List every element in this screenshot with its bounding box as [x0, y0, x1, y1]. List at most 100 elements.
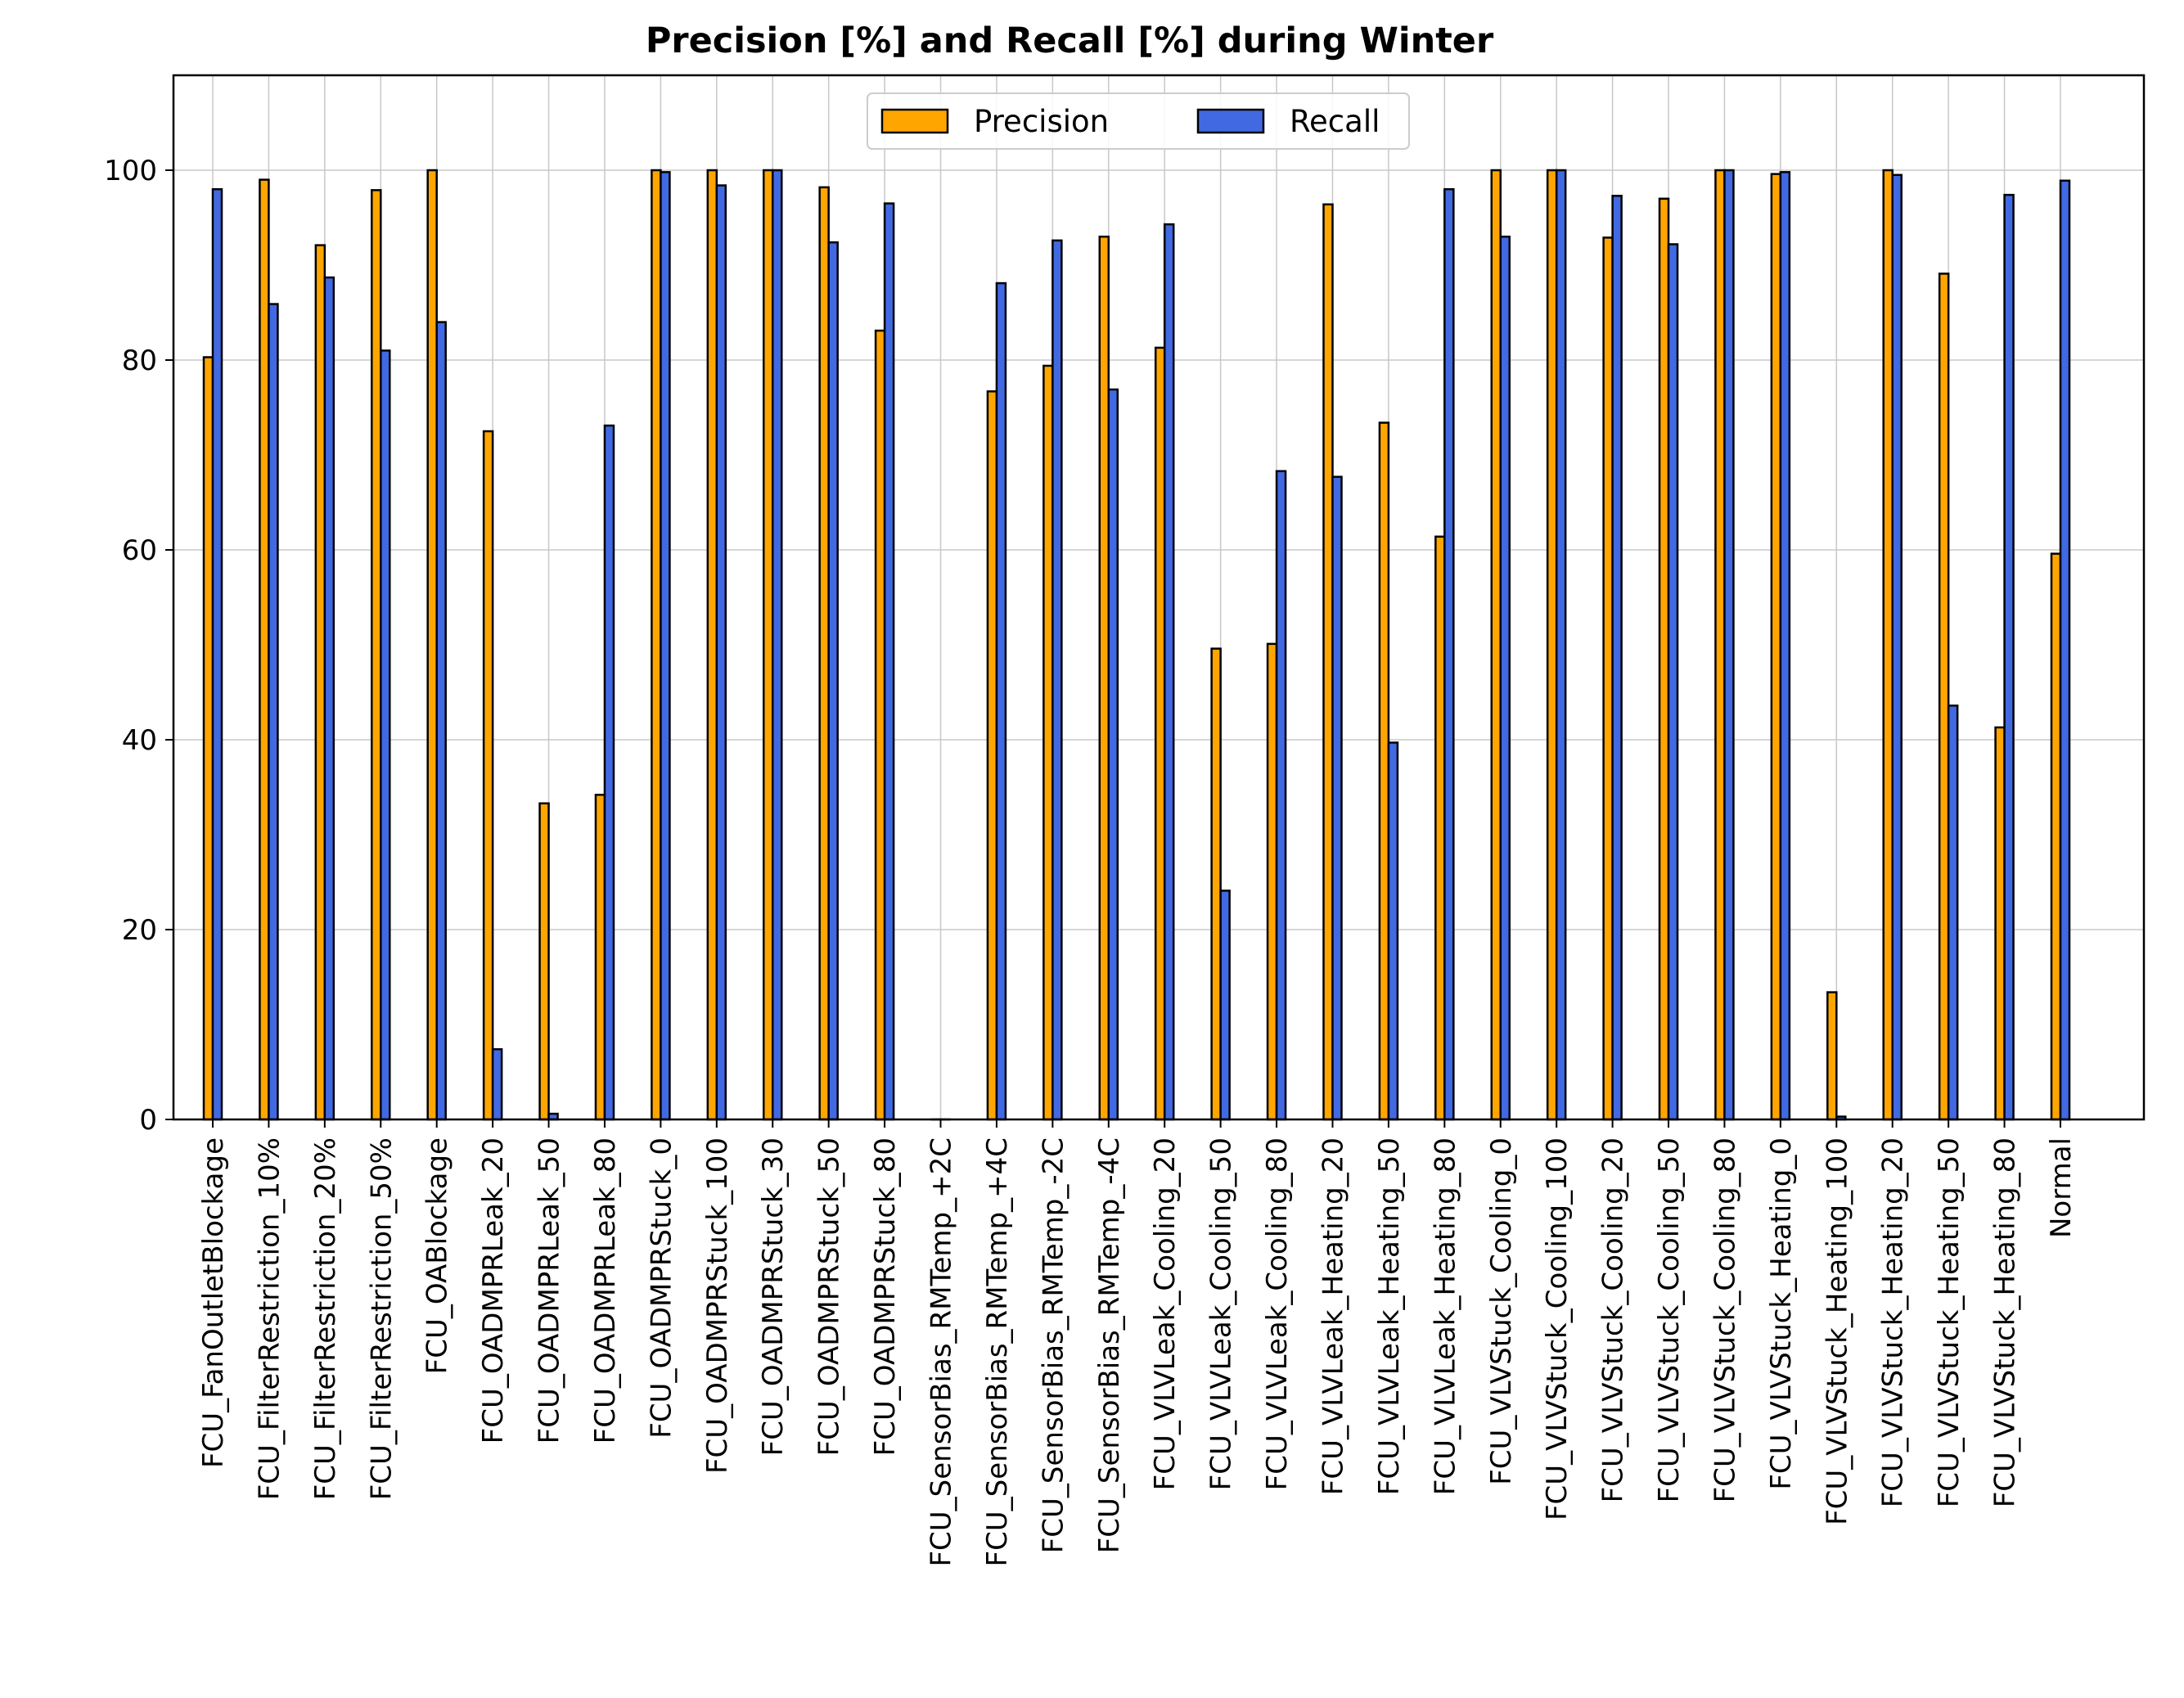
precision-bar	[484, 431, 493, 1119]
x-tick-label: FCU_OADMPRLeak_20	[477, 1137, 510, 1444]
recall-bar	[1893, 175, 1902, 1119]
recall-bar	[829, 242, 838, 1119]
y-tick-label: 20	[122, 914, 157, 947]
recall-bar	[1221, 890, 1230, 1119]
precision-bar	[1212, 649, 1221, 1119]
x-tick-label: FCU_OADMPRStuck_50	[813, 1137, 846, 1456]
x-tick-label: FCU_VLVStuck_Heating_0	[1765, 1137, 1798, 1490]
recall-bar	[1724, 170, 1733, 1119]
x-tick-label: FCU_OADMPRLeak_50	[534, 1137, 566, 1444]
precision-bar	[1996, 727, 2005, 1119]
x-tick-label: FCU_VLVLeak_Cooling_80	[1261, 1137, 1294, 1490]
x-tick-label: FCU_OADMPRStuck_80	[869, 1137, 902, 1456]
recall-bar	[1332, 477, 1341, 1119]
x-tick-label: FCU_VLVStuck_Cooling_100	[1541, 1137, 1574, 1520]
precision-bar	[596, 795, 605, 1119]
precision-bar	[204, 358, 213, 1119]
precision-bar	[259, 180, 268, 1119]
legend-label-precision: Precision	[974, 104, 1109, 139]
precision-bar	[1380, 423, 1389, 1119]
x-tick-label: FCU_VLVLeak_Cooling_20	[1149, 1137, 1182, 1490]
x-tick-label: FCU_FilterRestriction_20%	[309, 1137, 342, 1500]
recall-bar	[1109, 390, 1118, 1119]
x-tick-label: FCU_VLVStuck_Heating_80	[1989, 1137, 2022, 1507]
x-tick-label: FCU_VLVStuck_Cooling_0	[1485, 1137, 1518, 1485]
recall-bar	[605, 426, 614, 1119]
x-tick-label: FCU_VLVStuck_Heating_100	[1821, 1137, 1853, 1525]
y-tick-label: 60	[122, 534, 157, 567]
precision-bar	[316, 245, 325, 1119]
x-tick-label: FCU_VLVLeak_Heating_80	[1429, 1137, 1461, 1495]
x-tick-label: FCU_OADMPRStuck_0	[645, 1137, 678, 1439]
recall-bar	[1501, 236, 1510, 1119]
legend-label-recall: Recall	[1290, 104, 1380, 139]
x-tick-label: FCU_VLVStuck_Heating_20	[1877, 1137, 1910, 1507]
recall-bar	[1277, 471, 1286, 1119]
x-tick-label: FCU_FanOutletBlockage	[197, 1137, 230, 1468]
recall-bar	[381, 350, 390, 1119]
precision-bar	[1100, 236, 1109, 1119]
x-tick-label: FCU_VLVStuck_Cooling_80	[1709, 1137, 1741, 1502]
precision-bar	[1939, 273, 1948, 1119]
recall-bar	[1668, 244, 1677, 1119]
x-tick-label: FCU_VLVStuck_Cooling_20	[1597, 1137, 1630, 1502]
x-tick-label: FCU_FilterRestriction_50%	[365, 1137, 398, 1500]
precision-bar	[1827, 993, 1836, 1119]
precision-bar	[876, 331, 885, 1119]
legend: Precision Recall	[867, 93, 1409, 149]
x-tick-label: FCU_VLVStuck_Cooling_50	[1653, 1137, 1686, 1502]
precision-bar	[372, 190, 381, 1119]
recall-bar	[997, 283, 1006, 1119]
recall-bar	[493, 1049, 502, 1119]
y-tick-label: 40	[122, 724, 157, 757]
x-tick-label: FCU_SensorBias_RMTemp_-4C	[1093, 1137, 1126, 1553]
precision-bar	[988, 391, 997, 1119]
precision-bar	[1435, 537, 1444, 1119]
recall-bar	[1164, 224, 1173, 1119]
recall-bar	[1389, 742, 1398, 1119]
x-tick-label: FCU_VLVLeak_Heating_20	[1317, 1137, 1349, 1495]
precision-bar	[1604, 237, 1613, 1119]
precision-bar	[1659, 199, 1668, 1119]
recall-bar	[2005, 195, 2014, 1119]
x-tick-label: FCU_OADMPRStuck_30	[757, 1137, 790, 1456]
x-tick-label: FCU_VLVLeak_Heating_50	[1373, 1137, 1406, 1495]
x-tick-label: FCU_SensorBias_RMTemp_+2C	[925, 1137, 958, 1566]
legend-swatch-precision	[882, 110, 948, 133]
precision-bar	[2051, 554, 2060, 1119]
recall-bar	[1052, 241, 1061, 1119]
recall-bar	[437, 322, 446, 1119]
chart-title: Precision [%] and Recall [%] during Wint…	[646, 20, 1494, 61]
precision-bar	[708, 170, 717, 1119]
precision-bar	[1772, 174, 1781, 1119]
x-tick-label: FCU_SensorBias_RMTemp_-2C	[1037, 1137, 1069, 1553]
y-tick-label: 100	[104, 155, 157, 187]
recall-bar	[1613, 196, 1622, 1119]
x-tick-label: FCU_OADMPRLeak_80	[589, 1137, 622, 1444]
y-tick-label: 80	[122, 345, 157, 377]
precision-bar	[1547, 170, 1556, 1119]
recall-bar	[1556, 170, 1565, 1119]
x-tick-label: Normal	[2045, 1137, 2078, 1238]
recall-bar	[1781, 172, 1790, 1119]
recall-bar	[325, 277, 334, 1119]
precision-bar	[1323, 205, 1332, 1119]
precision-bar	[763, 170, 772, 1119]
recall-bar	[772, 170, 781, 1119]
recall-bar	[660, 172, 669, 1119]
x-tick-label: FCU_VLVStuck_Heating_50	[1933, 1137, 1966, 1507]
precision-bar	[651, 170, 660, 1119]
precision-bar	[1715, 170, 1724, 1119]
precision-bar	[820, 187, 829, 1119]
precision-bar	[1155, 348, 1164, 1119]
recall-bar	[213, 189, 222, 1119]
recall-bar	[1948, 705, 1957, 1119]
recall-bar	[2060, 181, 2069, 1119]
x-tick-label: FCU_VLVLeak_Cooling_50	[1205, 1137, 1238, 1490]
precision-bar	[540, 804, 549, 1119]
recall-bar	[268, 304, 277, 1119]
precision-bar	[1884, 170, 1893, 1119]
recall-bar	[1444, 189, 1453, 1119]
x-tick-label: FCU_OADMPRStuck_100	[701, 1137, 734, 1474]
